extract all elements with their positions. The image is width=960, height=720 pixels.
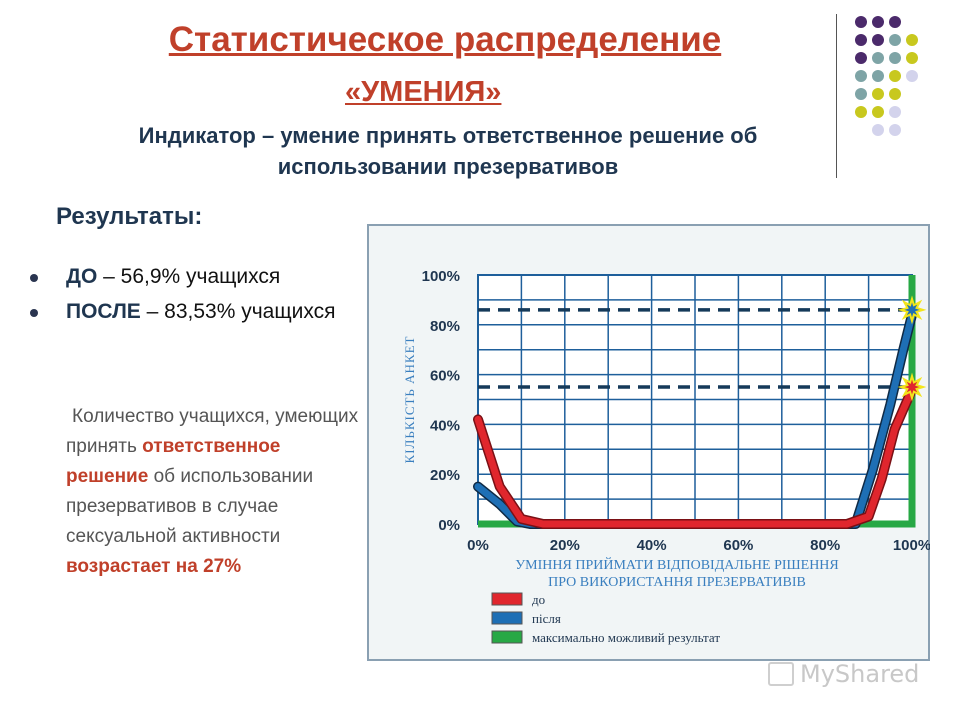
x-axis-label: УМІННЯ ПРИЙМАТИ ВІДПОВІДАЛЬНЕ РІШЕННЯ (515, 556, 839, 573)
decor-dot (889, 52, 901, 64)
y-tick-label: 60% (430, 368, 460, 385)
chart: 0% 20% 40% 60% 80% 100% 0% 20% 40% 60% 80% 100% КІЛЬ… (402, 268, 930, 645)
decor-dot (855, 70, 867, 82)
decor-dot (855, 16, 867, 28)
decor-dot (855, 106, 867, 118)
y-axis-label: КІЛЬКІСТЬ АНКЕТ (402, 336, 417, 464)
star-marker-before (897, 372, 927, 402)
result-label: ДО (66, 265, 98, 288)
decor-dot (889, 16, 901, 28)
results-list: ДО – 56,9% учащихся ПОСЛЕ – 83,53% учащи… (30, 262, 350, 332)
decor-dot (872, 124, 884, 136)
decor-dot (855, 88, 867, 100)
decor-dot (872, 70, 884, 82)
desc-part2: об использовании презервативов в случае … (66, 466, 314, 547)
desc-highlight-decision: ответственное решение (66, 436, 281, 487)
x-tick-label: 40% (637, 537, 667, 554)
decor-dot (889, 124, 901, 136)
legend-swatch (491, 611, 523, 625)
y-tick-label: 20% (430, 467, 460, 484)
x-tick-label: 20% (550, 537, 580, 554)
x-axis-label: ПРО ВИКОРИСТАННЯ ПРЕЗЕРВАТИВІВ (548, 575, 806, 590)
decor-dot (855, 52, 867, 64)
decor-dot (889, 34, 901, 46)
y-tick-label: 100% (422, 268, 460, 285)
decor-dot (872, 16, 884, 28)
star-marker-after (897, 295, 927, 325)
desc-part1: Количество учащихся, умеющих принять (66, 406, 359, 457)
decor-dot-grid (855, 16, 945, 156)
x-tick-label: 0% (467, 537, 489, 554)
result-item-after: ПОСЛЕ – 83,53% учащихся (30, 297, 350, 326)
decor-dot (889, 106, 901, 118)
x-tick-label: 100% (893, 537, 930, 554)
bullet-icon (30, 274, 38, 282)
decor-dot (906, 34, 918, 46)
watermark: MyShared (768, 660, 919, 688)
watermark-text: MyShared (800, 660, 920, 688)
decor-dot (889, 88, 901, 100)
decor-dot (872, 34, 884, 46)
x-tick-label: 60% (723, 537, 753, 554)
watermark-icon (768, 662, 794, 686)
result-label: ПОСЛЕ (66, 300, 141, 323)
decor-dot (872, 106, 884, 118)
slide-subtitle: «УМЕНИЯ» (345, 76, 502, 108)
x-tick-label: 80% (810, 537, 840, 554)
y-tick-label: 40% (430, 417, 460, 434)
indicator-text: Индикатор – умение принять ответственное… (138, 123, 758, 179)
description: Количество учащихся, умеющих принять отв… (66, 402, 361, 582)
results-heading: Результаты: (56, 203, 203, 230)
y-tick-label: 0% (438, 517, 460, 534)
legend-label: до (532, 592, 545, 607)
slide-title: Статистическое распределение (168, 20, 722, 59)
legend-label: максимально можливий результат (532, 630, 720, 645)
decor-divider (836, 14, 837, 178)
decor-dot (906, 70, 918, 82)
decor-dot (906, 52, 918, 64)
decor-dot (855, 34, 867, 46)
legend-swatch (491, 630, 523, 644)
legend-swatch (491, 592, 523, 606)
decor-dot (872, 88, 884, 100)
series-line-before (474, 386, 916, 528)
legend-label: після (532, 611, 561, 626)
result-text: – 56,9% учащихся (97, 265, 281, 288)
result-text: – 83,53% учащихся (140, 300, 336, 323)
decor-dot (872, 52, 884, 64)
decor-dot (889, 70, 901, 82)
bullet-icon (30, 309, 38, 317)
y-tick-label: 80% (430, 318, 460, 335)
result-item-before: ДО – 56,9% учащихся (30, 262, 350, 291)
desc-highlight-increase: возрастает на 27% (66, 556, 242, 577)
